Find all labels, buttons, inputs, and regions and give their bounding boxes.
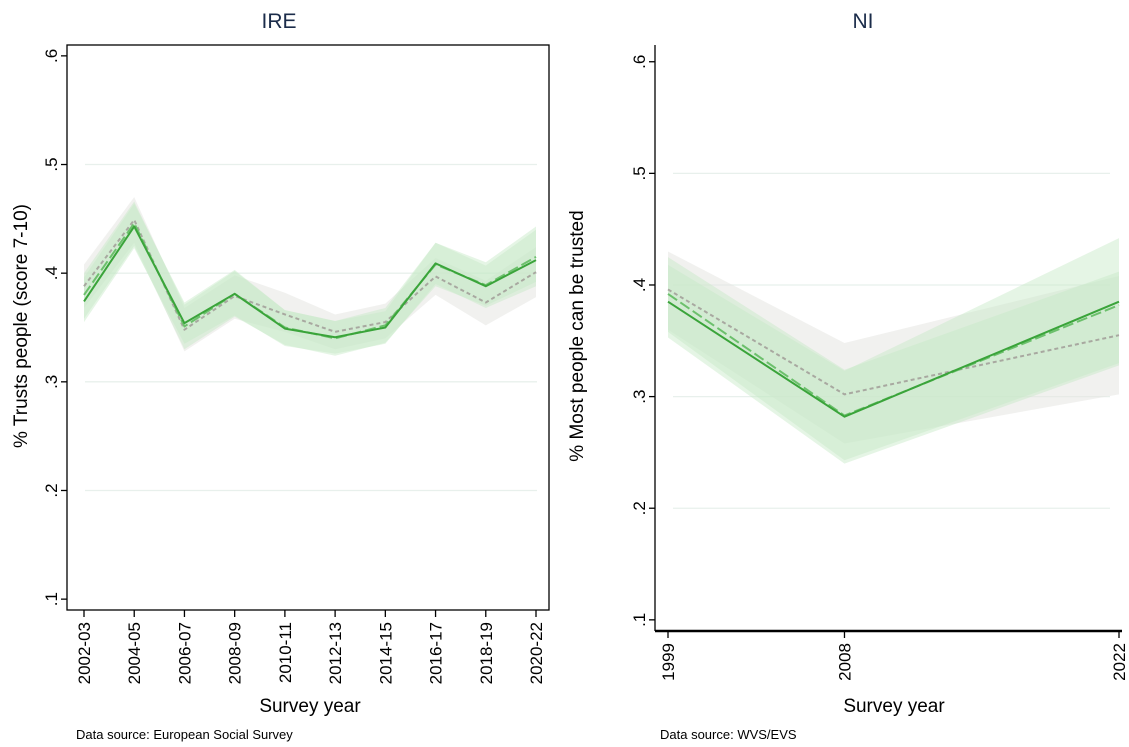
x-tick-label: 2020-22 — [527, 622, 546, 684]
confidence-bands — [668, 238, 1119, 464]
x-tick-label: 2012-13 — [326, 622, 345, 684]
series-lines — [83, 218, 537, 340]
series-lines — [667, 288, 1120, 418]
panel-title-ire: IRE — [261, 10, 296, 33]
x-tick-label: 1999 — [659, 643, 678, 681]
x-tick-label: 2016-17 — [427, 622, 446, 684]
x-tick-label: 2008 — [835, 643, 854, 681]
x-axis-label: Survey year — [843, 696, 945, 717]
axes: .1 .2 .3 .4 .5 .6 1999 2008 2022 — [630, 45, 1129, 681]
y-tick-label: .1 — [630, 613, 649, 627]
series-line-solid — [83, 225, 537, 339]
x-tick-label: 2002-03 — [75, 622, 94, 684]
y-axis-label: % Most people can be trusted — [567, 210, 588, 461]
panel-title-ni: NI — [853, 10, 874, 33]
series-line-solid — [667, 300, 1120, 418]
confidence-band-dotted — [84, 197, 536, 352]
x-axis-label: Survey year — [259, 696, 361, 717]
y-tick-label: .5 — [630, 166, 649, 180]
confidence-band-dotted — [668, 251, 1119, 444]
source-note: Data source: European Social Survey — [76, 727, 293, 742]
panel-ire: IRE .1 .2 .3 .4 .5 .6 2002-03 2004-05 2006-07 200… — [11, 10, 550, 742]
x-tick-label: 2004-05 — [125, 622, 144, 684]
axes: .1 .2 .3 .4 .5 .6 2002-03 2004-05 2006-07 2008-09… — [42, 44, 550, 684]
y-tick-label: .5 — [42, 157, 61, 171]
x-tick-label: 2022 — [1110, 643, 1129, 681]
x-tick-label: 2018-19 — [477, 622, 496, 684]
x-tick-label: 2006-07 — [175, 622, 194, 684]
y-tick-label: .3 — [630, 390, 649, 404]
confidence-band-solid — [668, 238, 1119, 464]
series-line-dotted — [667, 288, 1120, 396]
source-note: Data source: WVS/EVS — [660, 727, 797, 742]
x-tick-label: 2014-15 — [376, 622, 395, 684]
y-axis-label: % Trusts people (score 7-10) — [11, 204, 32, 448]
y-tick-label: .3 — [42, 375, 61, 389]
y-tick-label: .1 — [42, 592, 61, 606]
y-tick-label: .4 — [42, 266, 61, 280]
x-tick-label: 2008-09 — [226, 622, 245, 684]
y-tick-label: .2 — [42, 483, 61, 497]
confidence-band-dashed — [668, 257, 1119, 461]
y-tick-label: .6 — [42, 49, 61, 63]
x-tick-label: 2010-11 — [276, 622, 295, 683]
y-tick-label: .4 — [630, 278, 649, 292]
y-tick-label: .2 — [630, 501, 649, 515]
plot-frame — [66, 44, 550, 611]
y-tick-label: .6 — [630, 55, 649, 69]
